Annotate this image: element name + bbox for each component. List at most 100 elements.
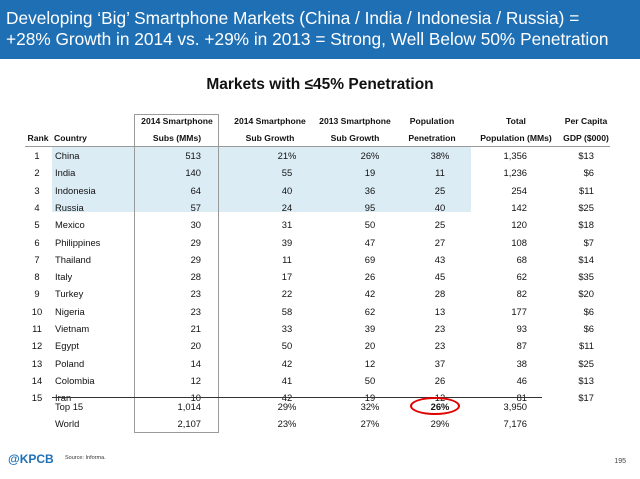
top-four-highlight	[52, 147, 471, 212]
subs-cell: 28	[190, 271, 201, 282]
country-cell: Mexico	[55, 219, 85, 230]
subs-cell: 140	[185, 167, 201, 178]
penetration-cell: 23	[434, 323, 446, 334]
subs-cell: 64	[190, 185, 201, 196]
gdp-cell: $13	[578, 150, 594, 161]
country-cell: Philippines	[55, 237, 101, 248]
rank-cell: 2	[34, 167, 40, 178]
rank-cell: 13	[31, 358, 43, 369]
gdp-cell: $6	[583, 306, 594, 317]
growth-2013-cell: 50	[364, 375, 376, 386]
country-cell: Turkey	[55, 288, 84, 299]
column-header: Population (MMs)	[480, 133, 552, 143]
penetration-cell: 37	[434, 358, 446, 369]
subs-cell: 20	[190, 340, 201, 351]
summary-growth-2013: 27%	[360, 418, 380, 429]
growth-2013-cell: 39	[364, 323, 376, 334]
country-cell: Vietnam	[55, 323, 90, 334]
column-header-top: Population	[409, 116, 455, 126]
summary-population: 3,950	[503, 401, 527, 412]
summary-growth-2014: 29%	[277, 401, 297, 412]
gdp-cell: $6	[583, 167, 594, 178]
subs-column-box	[134, 114, 219, 433]
subs-cell: 513	[185, 150, 201, 161]
page-number: 195	[614, 458, 626, 465]
gdp-cell: $25	[578, 358, 594, 369]
country-cell: China	[55, 150, 80, 161]
penetration-cell: 27	[434, 237, 446, 248]
growth-2014-cell: 24	[281, 202, 293, 213]
population-cell: 177	[511, 306, 527, 317]
source-note: Source: Informa.	[65, 455, 106, 461]
growth-2014-cell: 33	[281, 323, 293, 334]
gdp-cell: $6	[583, 323, 594, 334]
column-header-top: Per Capita	[564, 116, 608, 126]
summary-label: Top 15	[55, 401, 84, 412]
population-cell: 38	[516, 358, 527, 369]
growth-2014-cell: 21%	[277, 150, 297, 161]
growth-2013-cell: 95	[364, 202, 376, 213]
rank-cell: 3	[34, 185, 40, 196]
column-header-top: Total	[506, 116, 526, 126]
population-cell: 46	[516, 375, 527, 386]
column-header-top: 2014 Smartphone	[234, 116, 306, 126]
penetration-cell: 25	[434, 219, 446, 230]
table-title: Markets with ≤45% Penetration	[206, 76, 434, 93]
gdp-cell: $11	[579, 340, 594, 351]
subs-cell: 21	[190, 323, 201, 334]
growth-2013-cell: 50	[364, 219, 376, 230]
population-cell: 62	[516, 271, 527, 282]
summary-growth-2013: 32%	[360, 401, 380, 412]
column-header: Rank	[27, 133, 49, 143]
subs-cell: 12	[190, 375, 201, 386]
growth-2014-cell: 42	[281, 358, 293, 369]
penetration-cell: 28	[434, 288, 446, 299]
rank-cell: 8	[34, 271, 40, 282]
gdp-cell: $20	[578, 288, 594, 299]
growth-2014-cell: 22	[281, 288, 293, 299]
growth-2014-cell: 50	[281, 340, 293, 351]
summary-penetration: 29%	[430, 418, 450, 429]
gdp-cell: $11	[579, 185, 594, 196]
penetration-cell: 45	[434, 271, 446, 282]
population-cell: 68	[516, 254, 527, 265]
gdp-cell: $25	[578, 202, 594, 213]
population-cell: 1,236	[503, 167, 527, 178]
column-header: Sub Growth	[330, 133, 380, 143]
summary-population: 7,176	[503, 418, 527, 429]
gdp-cell: $7	[583, 237, 594, 248]
rank-cell: 7	[34, 254, 40, 265]
growth-2014-cell: 31	[281, 219, 293, 230]
gdp-cell: $35	[578, 271, 594, 282]
growth-2014-cell: 55	[281, 167, 293, 178]
population-cell: 1,356	[503, 150, 527, 161]
rank-cell: 12	[31, 340, 43, 351]
growth-2013-cell: 62	[364, 306, 376, 317]
growth-2013-cell: 12	[364, 358, 376, 369]
penetration-cell: 40	[434, 202, 446, 213]
column-header: Country	[54, 133, 87, 143]
rank-cell: 5	[34, 219, 40, 230]
country-cell: Colombia	[55, 375, 95, 386]
penetration-cell: 23	[434, 340, 446, 351]
growth-2014-cell: 40	[281, 185, 293, 196]
growth-2014-cell: 39	[281, 237, 293, 248]
growth-2014-cell: 58	[281, 306, 293, 317]
column-header: Sub Growth	[245, 133, 295, 143]
country-cell: Poland	[55, 358, 85, 369]
penetration-cell: 26	[434, 375, 446, 386]
gdp-cell: $18	[578, 219, 594, 230]
penetration-cell: 43	[434, 254, 446, 265]
country-cell: Thailand	[55, 254, 91, 265]
growth-2013-cell: 47	[364, 237, 376, 248]
country-cell: Russia	[55, 202, 84, 213]
subs-cell: 14	[190, 358, 201, 369]
header-divider	[25, 146, 610, 147]
column-header-top: 2014 Smartphone	[141, 116, 213, 126]
population-cell: 93	[516, 323, 527, 334]
rank-cell: 11	[32, 323, 42, 334]
population-cell: 120	[511, 219, 527, 230]
summary-label: World	[55, 418, 80, 429]
growth-2013-cell: 69	[364, 254, 376, 265]
penetration-cell: 25	[434, 185, 446, 196]
